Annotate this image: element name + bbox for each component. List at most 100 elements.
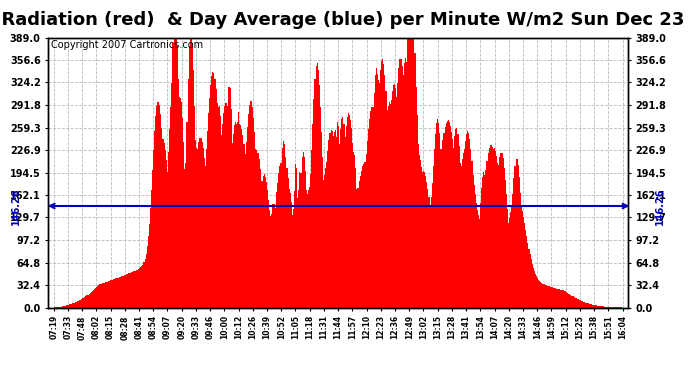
Bar xyxy=(498,165,500,308)
Bar xyxy=(332,130,333,308)
Bar xyxy=(107,282,108,308)
Bar xyxy=(518,165,519,308)
Bar xyxy=(495,151,496,308)
Bar xyxy=(315,66,317,308)
Bar xyxy=(535,274,536,308)
Bar xyxy=(568,294,569,308)
Bar xyxy=(580,300,581,307)
Bar xyxy=(600,306,602,308)
Bar xyxy=(252,107,253,308)
Bar xyxy=(448,120,449,308)
Bar xyxy=(196,148,197,308)
Bar xyxy=(411,38,413,308)
Bar xyxy=(469,139,471,308)
Bar xyxy=(204,158,205,308)
Bar xyxy=(351,128,352,308)
Bar xyxy=(324,176,325,308)
Bar xyxy=(523,217,524,308)
Bar xyxy=(344,137,346,308)
Bar xyxy=(438,123,440,308)
Bar xyxy=(442,140,444,308)
Bar xyxy=(553,288,554,308)
Bar xyxy=(132,272,134,308)
Bar xyxy=(562,290,563,308)
Bar xyxy=(303,152,304,308)
Bar xyxy=(390,104,391,308)
Bar xyxy=(239,124,240,308)
Bar xyxy=(493,149,494,308)
Bar xyxy=(455,129,456,308)
Bar xyxy=(233,134,234,308)
Bar xyxy=(550,287,551,308)
Bar xyxy=(331,130,332,308)
Bar xyxy=(171,83,172,308)
Bar xyxy=(180,98,181,308)
Bar xyxy=(106,282,107,308)
Bar xyxy=(249,105,250,308)
Bar xyxy=(489,147,490,308)
Bar xyxy=(408,38,409,308)
Bar xyxy=(248,114,249,308)
Bar xyxy=(340,129,342,308)
Bar xyxy=(413,38,415,308)
Bar xyxy=(319,107,321,308)
Bar xyxy=(277,183,278,308)
Bar xyxy=(170,107,171,307)
Bar xyxy=(71,304,72,307)
Bar xyxy=(244,154,246,308)
Bar xyxy=(429,205,431,308)
Bar xyxy=(146,254,147,308)
Bar xyxy=(575,298,577,307)
Bar xyxy=(556,289,558,308)
Bar xyxy=(309,187,310,308)
Bar xyxy=(577,299,578,307)
Bar xyxy=(502,158,504,308)
Bar xyxy=(592,304,593,307)
Bar xyxy=(83,298,84,307)
Bar xyxy=(590,304,591,307)
Bar xyxy=(149,224,150,308)
Bar xyxy=(79,300,80,307)
Bar xyxy=(186,122,188,308)
Bar xyxy=(300,173,302,308)
Bar xyxy=(72,303,74,307)
Bar xyxy=(152,170,153,308)
Bar xyxy=(609,307,610,308)
Bar xyxy=(262,181,263,308)
Bar xyxy=(355,168,357,308)
Bar xyxy=(217,107,219,307)
Bar xyxy=(295,164,296,308)
Bar xyxy=(492,147,493,308)
Bar xyxy=(159,114,161,308)
Bar xyxy=(546,286,548,308)
Bar xyxy=(82,298,83,307)
Bar xyxy=(379,83,380,308)
Bar xyxy=(284,144,286,308)
Bar xyxy=(475,203,477,308)
Bar xyxy=(257,153,259,308)
Bar xyxy=(504,168,505,308)
Bar xyxy=(219,106,220,308)
Bar xyxy=(608,307,609,308)
Bar xyxy=(294,191,295,308)
Bar xyxy=(222,124,223,308)
Bar xyxy=(122,276,123,308)
Bar xyxy=(488,153,489,308)
Bar xyxy=(464,148,465,308)
Bar xyxy=(304,157,305,308)
Bar xyxy=(297,198,298,308)
Bar xyxy=(140,267,141,308)
Bar xyxy=(496,156,497,308)
Bar xyxy=(589,304,590,307)
Bar xyxy=(419,155,420,308)
Bar xyxy=(98,285,99,308)
Bar xyxy=(241,129,242,308)
Bar xyxy=(373,93,375,308)
Bar xyxy=(117,278,118,308)
Bar xyxy=(305,171,306,308)
Bar xyxy=(453,148,454,308)
Bar xyxy=(548,286,549,308)
Bar xyxy=(481,188,482,308)
Bar xyxy=(254,132,255,308)
Bar xyxy=(456,128,457,308)
